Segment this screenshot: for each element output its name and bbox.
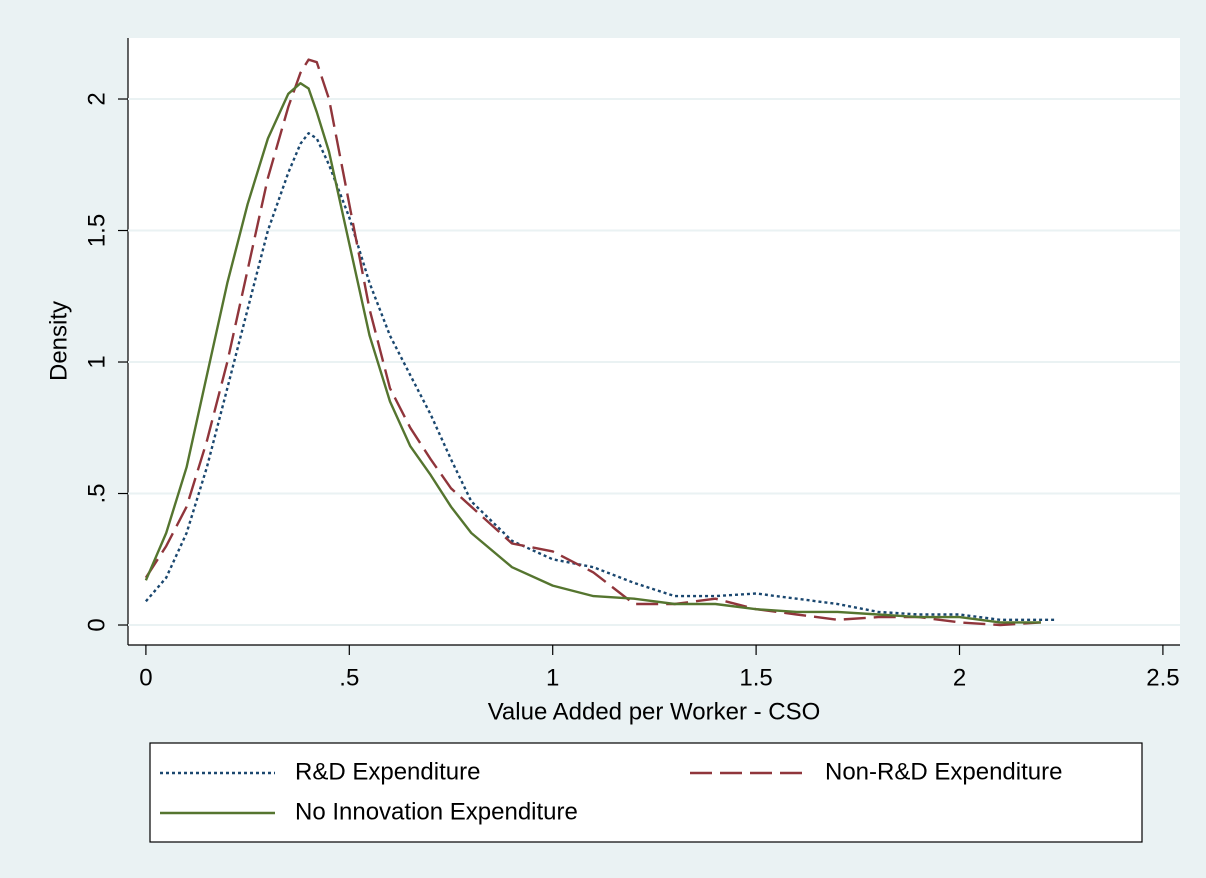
y-tick-label: 2	[83, 92, 110, 105]
x-tick-label: 1.5	[739, 664, 772, 691]
legend-label: Non-R&D Expenditure	[825, 758, 1062, 785]
x-tick-label: 0	[139, 664, 152, 691]
y-tick-label: .5	[83, 484, 110, 504]
series-line	[144, 82, 1041, 624]
x-tick-label: 2.5	[1146, 664, 1179, 691]
y-tick-label: 1	[83, 355, 110, 368]
plot-area	[128, 38, 1180, 645]
y-tick-label: 1.5	[83, 214, 110, 247]
legend	[149, 742, 1143, 843]
y-axis-label: Density	[45, 301, 72, 381]
x-tick-label: .5	[339, 664, 359, 691]
x-axis-label: Value Added per Worker - CSO	[488, 698, 821, 725]
x-tick-label: 1	[546, 664, 559, 691]
x-tick-label: 2	[953, 664, 966, 691]
legend-label: No Innovation Expenditure	[295, 798, 578, 825]
legend-label: R&D Expenditure	[295, 758, 480, 785]
y-tick-label: 0	[83, 618, 110, 631]
series-line	[144, 58, 1041, 627]
